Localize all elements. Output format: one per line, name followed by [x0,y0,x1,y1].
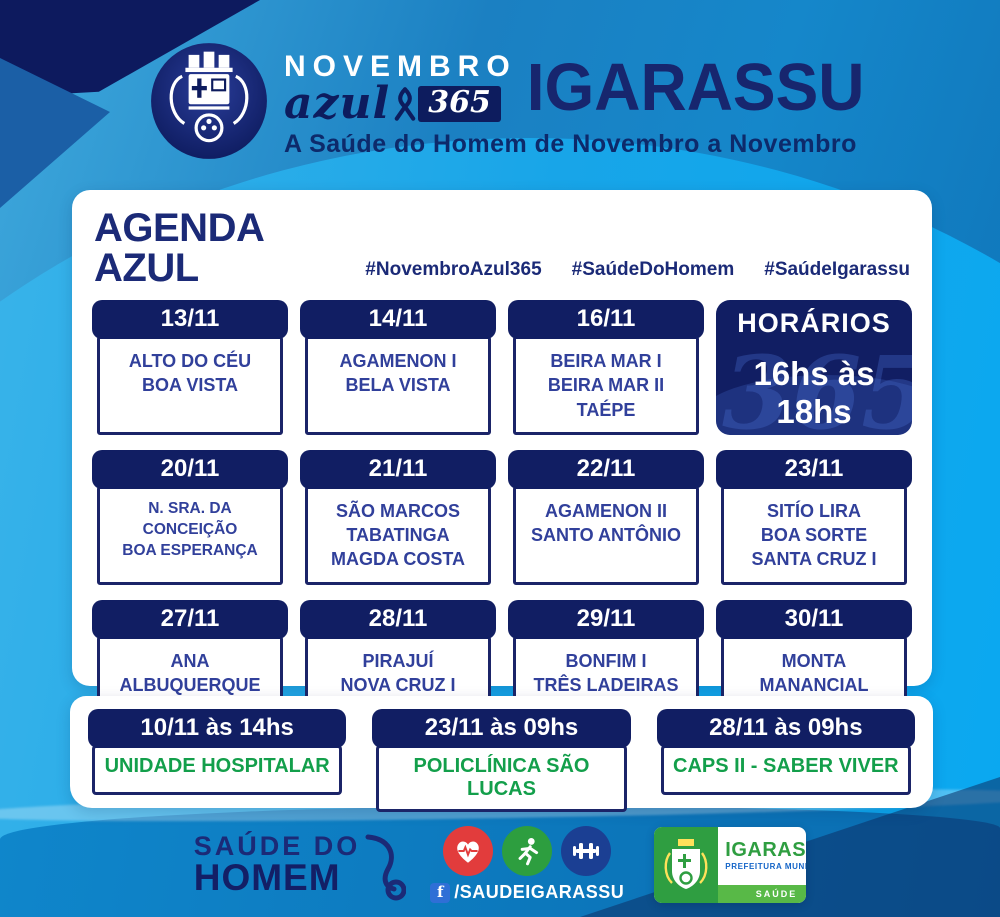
blue-ribbon-icon [394,87,416,121]
day-locations: N. SRA. DA CONCEIÇÃO BOA ESPERANÇA [97,485,283,585]
agenda-title: AGENDA AZUL [94,206,263,290]
prefeitura-crest-icon [654,826,719,903]
day-date: 20/11 [92,449,288,489]
day-locations: SITÍO LIRA BOA SORTE SANTA CRUZ I [721,485,907,585]
schedule-time: 16hs às 18hs [753,355,875,430]
brand-365-badge: 365 [418,85,501,122]
stethoscope-icon [365,834,407,901]
saude-do-homem-logo: SAÚDE DO HOMEM [193,831,407,901]
schedule-card: 365 HORÁRIOS 16hs às 18hs [716,300,912,435]
social-icons-block: f /SAUDEIGARASSU [430,826,624,903]
igarassu-crest-icon [151,43,267,159]
day-card-16-11: 16/11 BEIRA MAR I BEIRA MAR II TAÉPE [508,300,704,435]
runner-icon [502,826,553,876]
program-line2: HOMEM [193,857,341,899]
footer: SAÚDE DO HOMEM [0,826,1000,903]
prefeitura-logo: IGARASSU PREFEITURA MUNICIPAL SAÚDE [654,826,807,903]
event-location: UNIDADE HOSPITALAR [92,745,343,795]
brand-block: NOVEMBRO azul 365 IGARASSU A Saúde do Ho… [284,42,865,159]
day-locations: SÃO MARCOS TABATINGA MAGDA COSTA [305,485,491,585]
day-date: 21/11 [300,449,496,489]
event-caps-ii: 28/11 às 09hs CAPS II - SABER VIVER [656,709,915,795]
day-card-13-11: 13/11 ALTO DO CÉU BOA VISTA [92,300,288,435]
day-date: 16/11 [508,300,704,339]
day-locations: ALTO DO CÉU BOA VISTA [97,336,283,435]
facebook-handle: /SAUDEIGARASSU [454,882,625,902]
event-location: POLICLÍNICA SÃO LUCAS [376,745,627,812]
event-location: CAPS II - SABER VIVER [660,745,911,795]
special-events-card: 10/11 às 14hs UNIDADE HOSPITALAR 23/11 à… [70,696,933,812]
day-date: 28/11 [300,599,496,639]
day-date: 29/11 [508,599,704,639]
day-date: 14/11 [300,300,496,339]
prefeitura-subtitle: PREFEITURA MUNICIPAL [725,862,807,871]
schedule-title: HORÁRIOS [737,308,891,338]
facebook-icon: f [430,882,451,903]
agenda-card: AGENDA AZUL #NovembroAzul365 #SaúdeDoHom… [72,190,932,784]
day-card-20-11: 20/11 N. SRA. DA CONCEIÇÃO BOA ESPERANÇA [92,449,288,585]
day-card-14-11: 14/11 AGAMENON I BELA VISTA [300,300,496,435]
day-date: 22/11 [508,449,704,489]
day-card-23-11: 23/11 SITÍO LIRA BOA SORTE SANTA CRUZ I [716,449,912,585]
day-date: 13/11 [92,300,288,339]
dumbbell-icon [561,826,612,876]
event-datetime: 28/11 às 09hs [656,709,915,748]
event-unidade-hospitalar: 10/11 às 14hs UNIDADE HOSPITALAR [88,709,347,795]
day-locations: AGAMENON II SANTO ANTÔNIO [513,485,699,585]
day-card-21-11: 21/11 SÃO MARCOS TABATINGA MAGDA COSTA [300,449,496,585]
brand-novembro: NOVEMBRO [284,50,517,83]
header: NOVEMBRO azul 365 IGARASSU A Saúde do Ho… [150,42,865,160]
hashtag-saudedohomem: #SaúdeDoHomem [571,259,735,280]
hashtag-saudeigarassu: #SaúdeIgarassu [764,259,910,280]
day-date: 23/11 [716,449,912,489]
heart-pulse-icon [443,826,494,876]
brand-city: IGARASSU [526,49,865,125]
day-locations: BEIRA MAR I BEIRA MAR II TAÉPE [513,336,699,435]
day-card-22-11: 22/11 AGAMENON II SANTO ANTÔNIO [508,449,704,585]
day-date: 27/11 [92,599,288,639]
facebook-row: f /SAUDEIGARASSU [430,882,624,903]
program-line1: SAÚDE DO [193,831,361,862]
event-datetime: 10/11 às 14hs [88,709,347,748]
day-locations: AGAMENON I BELA VISTA [305,336,491,435]
event-policlinica-sao-lucas: 23/11 às 09hs POLICLÍNICA SÃO LUCAS [372,709,631,812]
brand-azul: azul [284,78,391,129]
prefeitura-department: SAÚDE [718,884,807,903]
day-date: 30/11 [716,599,912,639]
prefeitura-name: IGARASSU [725,839,807,861]
event-datetime: 23/11 às 09hs [372,709,631,748]
header-tagline: A Saúde do Homem de Novembro a Novembro [284,129,857,158]
hashtags: #NovembroAzul365 #SaúdeDoHomem #SaúdeIga… [365,259,910,288]
hashtag-novembroazul365: #NovembroAzul365 [365,259,542,280]
